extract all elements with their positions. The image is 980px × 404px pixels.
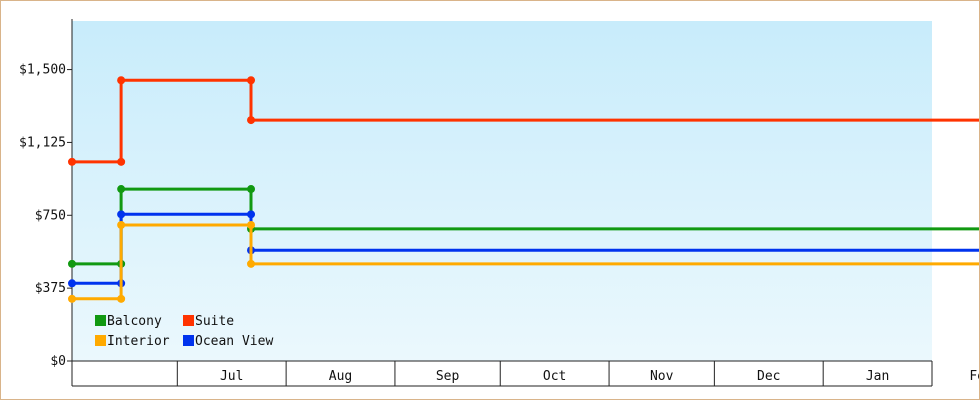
month-label-feb-2025: Feb <box>969 369 979 384</box>
month-label-dec-2024: Dec <box>757 369 780 384</box>
point-interior-4 <box>247 259 256 268</box>
legend-label-balcony: Balcony <box>107 314 162 329</box>
point-interior-3 <box>247 221 256 229</box>
legend-swatch-suite <box>183 315 194 326</box>
legend-swatch-balcony <box>95 315 106 326</box>
month-label-aug-2024: Aug <box>329 369 352 384</box>
legend-label-interior: Interior <box>107 334 170 349</box>
point-suite-2 <box>117 76 126 85</box>
point-interior-1 <box>117 294 126 303</box>
point-ocean-view-0 <box>68 279 76 288</box>
x-axis: JulAugSepOctNovDecJanFebMarAprMayJunJulA… <box>72 360 980 387</box>
point-suite-1 <box>117 157 126 166</box>
point-balcony-0 <box>68 259 76 268</box>
point-interior-0 <box>68 294 76 303</box>
series-layer <box>68 76 980 303</box>
legend-swatch-interior <box>95 335 106 346</box>
point-suite-4 <box>247 116 256 125</box>
plot-background <box>72 21 932 361</box>
series-interior <box>68 221 980 303</box>
point-suite-3 <box>247 76 256 85</box>
month-label-jan-2025: Jan <box>866 369 889 384</box>
y-tick-label-1500: $1,500 <box>19 63 66 78</box>
month-label-jul-2024: Jul <box>220 369 243 384</box>
month-label-sep-2024: Sep <box>436 369 460 384</box>
point-ocean-view-3 <box>247 210 256 219</box>
series-line-interior <box>72 223 980 301</box>
point-interior-2 <box>117 221 126 229</box>
legend: Balcony Suite Interior Ocean View <box>95 314 273 349</box>
y-axis: $0 $375 $750 $1,125 $1,500 <box>19 19 73 386</box>
month-label-oct-2024: Oct <box>543 369 566 384</box>
legend-swatch-ocean-view <box>183 335 194 346</box>
point-balcony-2 <box>117 185 126 194</box>
legend-label-suite: Suite <box>195 314 234 329</box>
y-tick-label-750: $750 <box>35 208 66 223</box>
month-label-nov-2024: Nov <box>650 369 674 384</box>
y-tick-label-0: $0 <box>50 354 66 369</box>
point-suite-0 <box>68 157 76 166</box>
legend-label-ocean-view: Ocean View <box>195 334 273 349</box>
y-tick-label-375: $375 <box>35 281 66 296</box>
y-tick-label-1125: $1,125 <box>19 135 66 150</box>
point-balcony-3 <box>247 185 256 194</box>
point-ocean-view-2 <box>117 210 126 219</box>
series-suite <box>68 76 980 166</box>
